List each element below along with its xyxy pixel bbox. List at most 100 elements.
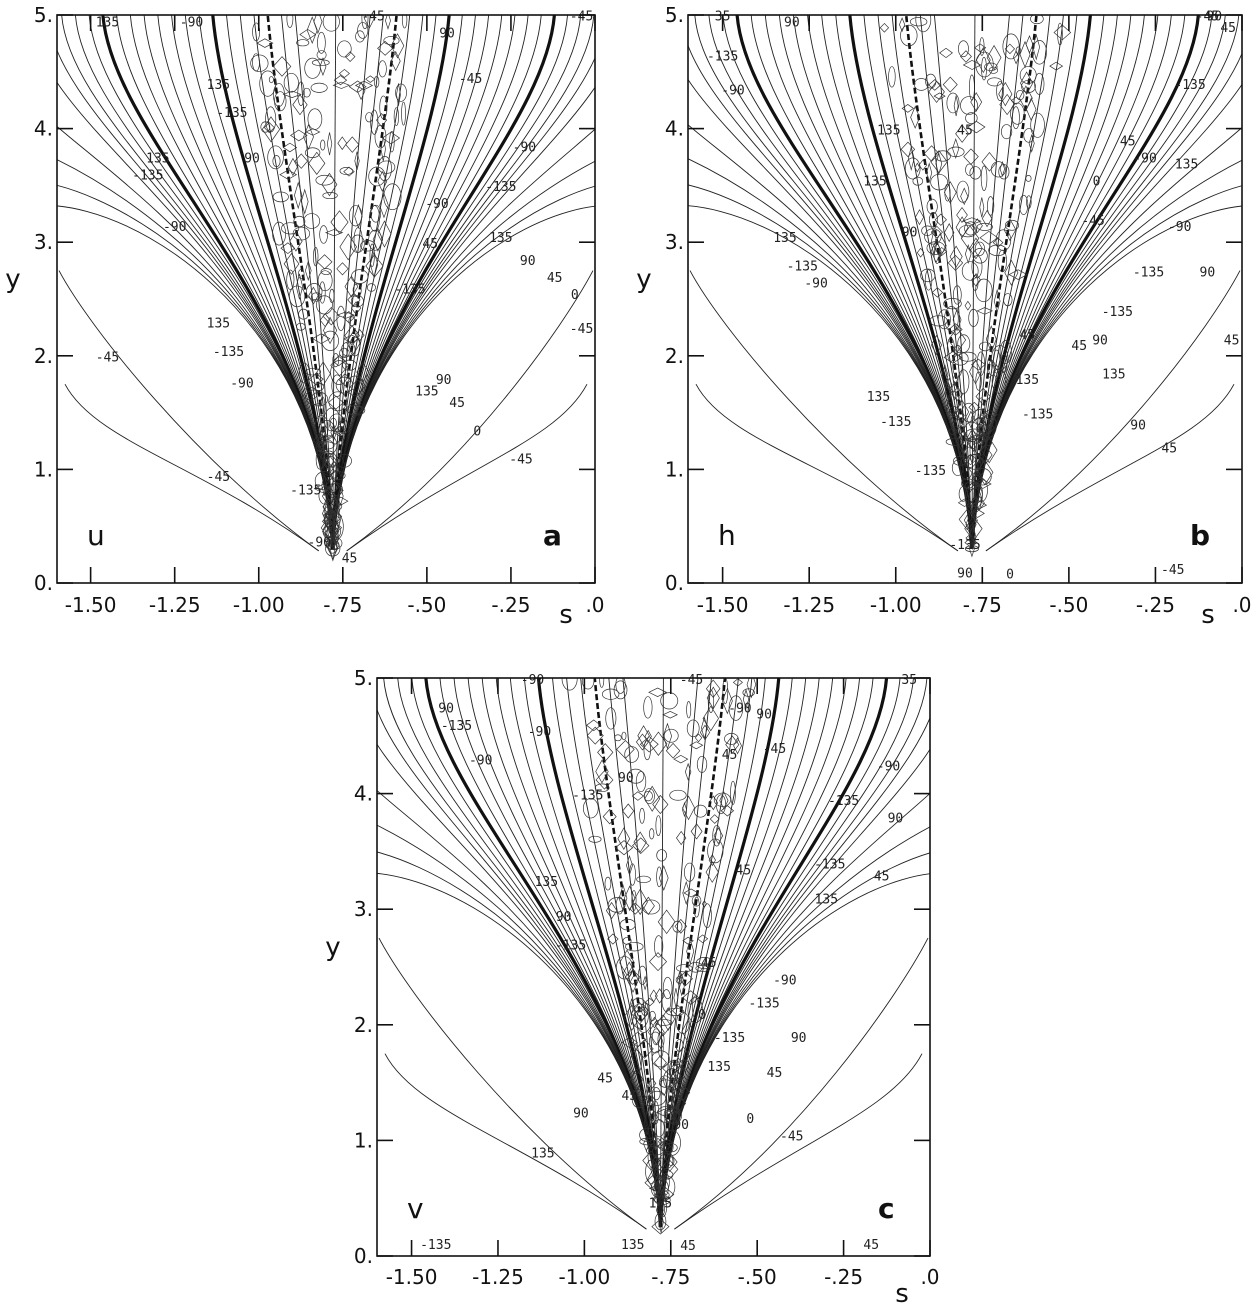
noise-contour	[1053, 24, 1072, 41]
noise-contour	[313, 383, 325, 391]
noise-contour	[294, 181, 303, 210]
contour-line	[332, 15, 503, 549]
y-tick-label: 2.	[34, 344, 53, 368]
x-tick-label: -.75	[323, 593, 362, 617]
contour-label: -90	[773, 973, 796, 988]
noise-contour	[928, 79, 942, 91]
noise-contour	[976, 459, 994, 486]
noise-contour	[279, 169, 298, 180]
contour-line	[659, 678, 860, 1228]
noise-contour	[350, 295, 364, 308]
noise-contour	[662, 711, 678, 719]
noise-contour	[639, 1137, 656, 1146]
noise-contour	[964, 221, 977, 236]
plot-frame	[687, 14, 1243, 584]
y-axis-label: y	[636, 265, 651, 295]
noise-contour	[322, 498, 335, 515]
noise-contour	[613, 680, 628, 700]
noise-contour	[395, 83, 407, 102]
noise-contour	[974, 495, 985, 511]
noise-contour	[712, 824, 722, 847]
contour-label: 45	[449, 396, 465, 411]
noise-contour	[627, 768, 645, 784]
noise-contour	[693, 896, 700, 918]
noise-contour	[953, 95, 959, 117]
noise-contour	[306, 16, 318, 44]
y-tick-label: 2.	[354, 1013, 373, 1037]
contour-label: -90	[721, 84, 744, 99]
contour-label: -135	[748, 996, 779, 1011]
noise-contour	[742, 688, 755, 697]
contour-line-bold	[970, 15, 1092, 549]
noise-contour	[288, 157, 298, 177]
noise-contour	[964, 516, 983, 542]
contour-label: 45	[422, 237, 438, 252]
noise-contour	[948, 406, 960, 417]
noise-contour	[673, 1082, 685, 1090]
noise-contour	[976, 307, 993, 315]
noise-contour	[639, 1127, 656, 1143]
noise-contour	[629, 863, 636, 886]
noise-contour	[252, 53, 260, 72]
contour-label: -90	[180, 15, 203, 30]
noise-contour	[997, 249, 1007, 273]
contour-line	[659, 873, 930, 1228]
noise-contour	[952, 138, 960, 160]
noise-contour	[319, 57, 327, 77]
x-tick-label: -1.25	[472, 1265, 524, 1289]
noise-contour	[582, 798, 599, 819]
contour-label: 135	[415, 385, 438, 400]
panel-u: -45 -45 135 -135 -90 135 -135 -90 135 -135 90 -90 -1…	[5, 3, 604, 630]
noise-contour	[308, 286, 319, 305]
noise-contour	[648, 952, 668, 972]
noise-contour	[676, 1046, 690, 1066]
noise-contour	[293, 215, 306, 228]
contour-label: -45	[361, 10, 384, 25]
noise-contour	[1019, 40, 1031, 69]
noise-contour	[652, 1087, 661, 1101]
noise-contour	[633, 831, 647, 853]
contour-label: -135	[1174, 78, 1205, 93]
noise-contour	[289, 129, 308, 142]
contour-line	[688, 205, 973, 549]
contour-label: 90	[556, 910, 572, 925]
contour-label: 45	[342, 552, 358, 567]
center-streak	[971, 15, 976, 549]
noise-contour	[924, 269, 933, 291]
noise-contour	[975, 46, 991, 74]
noise-contour	[973, 467, 992, 486]
noise-contour	[1019, 85, 1033, 111]
noise-contour	[952, 425, 965, 434]
noise-contour	[597, 743, 614, 762]
contour-line	[57, 81, 334, 549]
noise-contour	[305, 389, 323, 405]
noise-contour	[943, 181, 957, 204]
noise-contour	[586, 719, 602, 732]
noise-contour	[595, 770, 614, 790]
noise-contour	[370, 204, 382, 223]
contour-label: 45	[680, 1239, 696, 1254]
noise-contour	[650, 1016, 659, 1029]
x-tick-label: .0	[920, 1265, 939, 1289]
noise-contour	[637, 725, 650, 747]
noise-contour	[303, 213, 321, 229]
noise-contour	[348, 316, 356, 327]
noise-contour	[931, 287, 944, 298]
noise-contour	[607, 933, 619, 945]
noise-contour	[1026, 97, 1037, 122]
noise-contour	[595, 759, 609, 784]
noise-contour	[961, 217, 982, 225]
noise-contour	[263, 122, 275, 134]
contour-label: -90	[528, 725, 551, 740]
contour-label: -45	[96, 350, 119, 365]
noise-contour	[999, 160, 1006, 178]
center-streak	[659, 678, 664, 1228]
noise-contour	[252, 22, 261, 42]
contour-field	[57, 15, 595, 562]
noise-contour	[314, 415, 329, 440]
contour-label: -135	[714, 1031, 745, 1046]
noise-contour	[377, 220, 392, 248]
noise-contour	[588, 835, 602, 843]
noise-contour	[702, 903, 712, 929]
noise-contour	[913, 78, 929, 91]
